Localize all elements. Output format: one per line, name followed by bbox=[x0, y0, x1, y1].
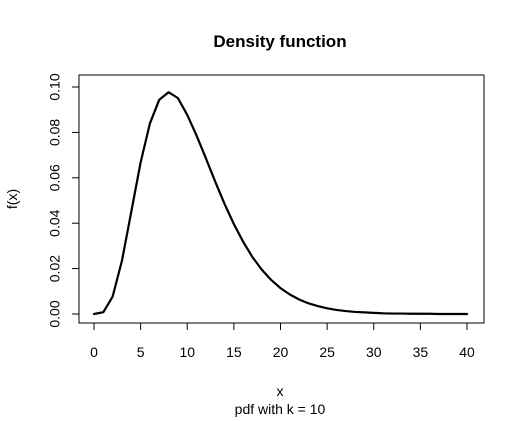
x-tick-label: 15 bbox=[226, 344, 242, 360]
chart-subtitle: pdf with k = 10 bbox=[235, 401, 326, 417]
x-tick-label: 5 bbox=[137, 344, 145, 360]
x-tick-label: 20 bbox=[273, 344, 289, 360]
x-tick-label: 30 bbox=[366, 344, 382, 360]
x-tick-label: 40 bbox=[459, 344, 475, 360]
y-tick-label: 0.04 bbox=[47, 209, 63, 236]
chart-title: Density function bbox=[213, 32, 346, 51]
x-tick-label: 35 bbox=[413, 344, 429, 360]
density-curve bbox=[92, 91, 469, 316]
x-tick-label: 10 bbox=[179, 344, 195, 360]
y-tick-label: 0.08 bbox=[47, 119, 63, 146]
x-tick-label: 0 bbox=[90, 344, 98, 360]
x-tick-label: 25 bbox=[319, 344, 335, 360]
y-axis: 0.00 0.02 0.04 0.06 0.08 0.10 bbox=[47, 73, 80, 328]
y-tick-label: 0.06 bbox=[47, 164, 63, 191]
y-axis-label: f(x) bbox=[4, 189, 20, 209]
x-axis-label: x bbox=[277, 383, 284, 399]
y-tick-label: 0.02 bbox=[47, 255, 63, 282]
y-tick-label: 0.00 bbox=[47, 300, 63, 327]
y-tick-label: 0.10 bbox=[47, 73, 63, 100]
plot-frame bbox=[78, 74, 485, 324]
x-axis: 0 5 10 15 20 25 30 35 40 bbox=[90, 322, 475, 360]
